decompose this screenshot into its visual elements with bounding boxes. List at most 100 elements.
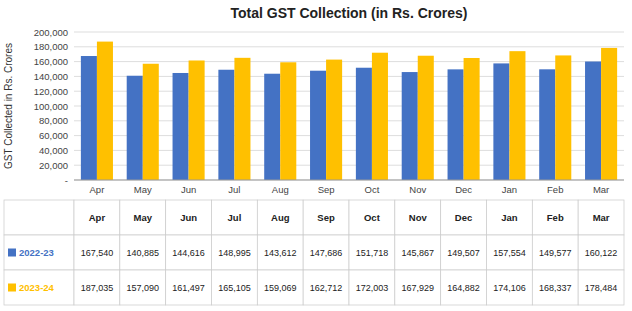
y-tick-label: 140,000 <box>34 71 68 82</box>
table-cell <box>441 200 487 235</box>
bar <box>280 62 296 180</box>
x-axis-line <box>74 180 624 181</box>
bar <box>189 60 205 180</box>
table-value: 174,106 <box>493 283 526 293</box>
bar <box>509 51 525 180</box>
table-cell <box>303 270 349 305</box>
y-tick-label: 120,000 <box>34 86 68 97</box>
table-header: Oct <box>364 212 381 223</box>
table-header: Sep <box>317 212 335 223</box>
table-cell <box>120 270 166 305</box>
table-cell <box>578 270 624 305</box>
bar <box>539 69 555 180</box>
table-value: 187,035 <box>81 283 114 293</box>
series <box>97 42 617 180</box>
bar <box>218 70 234 180</box>
x-tick-label: Feb <box>547 184 563 195</box>
table-value: 172,003 <box>356 283 389 293</box>
x-tick-label: Jan <box>502 184 517 195</box>
bar <box>143 64 159 180</box>
table-cell <box>4 270 74 305</box>
x-tick-label: Oct <box>365 184 380 195</box>
table-header: Jun <box>180 212 197 223</box>
table-value: 144,616 <box>172 248 205 258</box>
table-value: 143,612 <box>264 248 297 258</box>
table-value: 167,540 <box>81 248 114 258</box>
table-cell <box>257 200 303 235</box>
bar <box>81 56 97 180</box>
table-value: 140,885 <box>126 248 159 258</box>
table-cell <box>349 200 395 235</box>
y-tick-label: 160,000 <box>34 56 68 67</box>
x-ticks: AprMayJunJulAugSepOctNovDecJanFebMar <box>90 184 610 195</box>
table-value: 167,929 <box>401 283 434 293</box>
y-tick-label: 60,000 <box>39 130 68 141</box>
table-cell <box>532 200 578 235</box>
table-value: 178,484 <box>585 283 618 293</box>
table-cell <box>212 200 258 235</box>
table-header: May <box>134 212 153 223</box>
table-header: Apr <box>89 212 106 223</box>
table-cell <box>303 235 349 270</box>
table-value: 161,497 <box>172 283 205 293</box>
table-cell <box>395 270 441 305</box>
table-row-label: 2022-23 <box>19 247 54 258</box>
bar <box>326 60 342 180</box>
table-cell <box>349 270 395 305</box>
bar <box>173 73 189 180</box>
bar <box>234 58 250 180</box>
bar <box>418 56 434 180</box>
chart: Total GST Collection (in Rs. Crores)GST … <box>0 0 632 311</box>
table-value: 149,577 <box>539 248 572 258</box>
y-tick-label: 40,000 <box>39 145 68 156</box>
y-tick-label: 200,000 <box>34 27 68 38</box>
bar <box>402 72 418 180</box>
data-table: AprMayJunJulAugSepOctNovDecJanFebMar2022… <box>4 200 624 305</box>
table-cell <box>4 235 74 270</box>
grid <box>74 32 624 180</box>
y-tick-label: 100,000 <box>34 101 68 112</box>
table-cell <box>349 235 395 270</box>
table-cell <box>487 200 533 235</box>
series-swatch <box>8 284 16 292</box>
table-value: 165,105 <box>218 283 251 293</box>
bar <box>372 53 388 180</box>
x-tick-label: Sep <box>318 184 335 195</box>
table-cell <box>578 200 624 235</box>
table-cell <box>578 235 624 270</box>
y-ticks: -20,00040,00060,00080,000100,000120,0001… <box>34 27 68 186</box>
bar <box>448 69 464 180</box>
table-cell <box>166 235 212 270</box>
table-header: Feb <box>547 212 564 223</box>
table-cell <box>166 200 212 235</box>
table-cell <box>257 235 303 270</box>
x-tick-label: Nov <box>409 184 426 195</box>
table-cell <box>532 235 578 270</box>
table-value: 148,995 <box>218 248 251 258</box>
table-value: 159,069 <box>264 283 297 293</box>
table-cell <box>303 200 349 235</box>
y-tick-label: 180,000 <box>34 41 68 52</box>
x-tick-label: Jun <box>181 184 196 195</box>
bars <box>81 42 617 180</box>
bar <box>585 62 601 180</box>
grid-line <box>74 46 624 47</box>
table-cell <box>212 270 258 305</box>
grid-line <box>74 61 624 62</box>
y-tick-label: 80,000 <box>39 115 68 126</box>
table-cell <box>441 235 487 270</box>
bar <box>601 48 617 180</box>
table-cell <box>532 270 578 305</box>
bar <box>493 63 509 180</box>
table-value: 160,122 <box>585 248 618 258</box>
bar <box>127 76 143 180</box>
table-cell <box>120 235 166 270</box>
table-cell <box>4 200 74 235</box>
grid-line <box>74 32 624 33</box>
x-tick-label: Aug <box>272 184 289 195</box>
table-value: 168,337 <box>539 283 572 293</box>
table-value: 151,718 <box>356 248 389 258</box>
table-cell <box>395 235 441 270</box>
x-tick-label: Apr <box>90 184 105 195</box>
table-value: 157,090 <box>126 283 159 293</box>
